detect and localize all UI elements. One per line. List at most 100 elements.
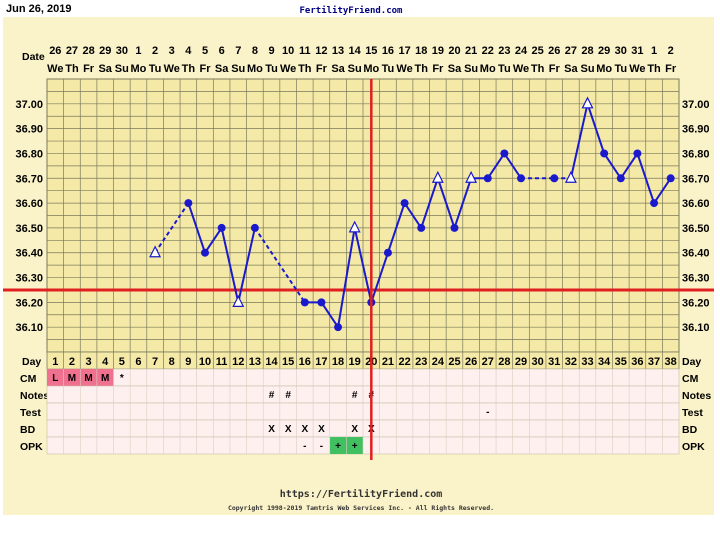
date-label: 15 bbox=[365, 45, 377, 57]
row-cell-value: X bbox=[268, 424, 275, 435]
cycle-day-label: 19 bbox=[349, 356, 361, 368]
temp-segment bbox=[436, 177, 456, 229]
weekday-label: Su bbox=[464, 63, 478, 75]
temp-segment bbox=[503, 152, 522, 179]
date-label: 30 bbox=[615, 45, 627, 57]
row-label-right: Test bbox=[682, 407, 703, 419]
weekday-label: Mo bbox=[363, 63, 379, 75]
weekday-label: Fr bbox=[200, 63, 212, 75]
date-label: 29 bbox=[598, 45, 610, 57]
cycle-day-label: 25 bbox=[448, 356, 460, 368]
y-tick-left: 36.10 bbox=[15, 322, 43, 334]
date-row-label: Date bbox=[22, 51, 45, 63]
date-label: 31 bbox=[631, 45, 643, 57]
weekday-label: Su bbox=[231, 63, 245, 75]
cycle-day-label: 9 bbox=[185, 356, 191, 368]
date-label: 1 bbox=[651, 45, 657, 57]
cycle-day-label: 15 bbox=[282, 356, 294, 368]
row-cell-value: M bbox=[68, 373, 76, 384]
weekday-label: Fr bbox=[665, 63, 677, 75]
row-cell-value: M bbox=[101, 373, 109, 384]
weekday-label: Mo bbox=[596, 63, 612, 75]
cycle-day-label: 21 bbox=[382, 356, 394, 368]
cycle-day-label: 4 bbox=[102, 356, 109, 368]
cycle-day-label: 5 bbox=[119, 356, 125, 368]
temp-segment bbox=[204, 227, 223, 254]
date-label: 10 bbox=[282, 45, 294, 57]
weekday-label: Th bbox=[647, 63, 661, 75]
row-cell-value: X bbox=[351, 424, 358, 435]
row-label-left: BD bbox=[20, 424, 36, 436]
cycle-day-label: 16 bbox=[299, 356, 311, 368]
highlight-cell bbox=[47, 369, 64, 386]
y-tick-left: 36.90 bbox=[15, 124, 43, 136]
footer-url: https://FertilityFriend.com bbox=[280, 488, 443, 500]
weekday-label: Th bbox=[182, 63, 196, 75]
cycle-day-label: 26 bbox=[465, 356, 477, 368]
weekday-label: Tu bbox=[614, 63, 627, 75]
weekday-label: Mo bbox=[480, 63, 496, 75]
y-tick-left: 36.40 bbox=[15, 248, 43, 260]
temp-point-open bbox=[581, 96, 594, 109]
weekday-label: Sa bbox=[448, 63, 462, 75]
temp-segment bbox=[187, 202, 206, 254]
date-label: 3 bbox=[169, 45, 175, 57]
footer-copyright: Copyright 1998-2019 Tamtris Web Services… bbox=[228, 504, 494, 512]
temp-segment bbox=[254, 227, 306, 303]
temp-segment bbox=[320, 301, 339, 328]
weekday-label: Th bbox=[531, 63, 545, 75]
weekday-label: Tu bbox=[149, 63, 162, 75]
weekday-label: Sa bbox=[331, 63, 345, 75]
date-label: 24 bbox=[515, 45, 528, 57]
temp-segment bbox=[420, 177, 439, 229]
weekday-label: We bbox=[280, 63, 296, 75]
highlight-cell bbox=[346, 437, 363, 454]
date-label: 29 bbox=[99, 45, 111, 57]
temp-segment bbox=[619, 152, 639, 179]
cycle-day-label: 23 bbox=[415, 356, 427, 368]
weekday-label: We bbox=[164, 63, 180, 75]
temp-segment bbox=[386, 202, 406, 254]
day-row-label-right: Day bbox=[682, 356, 701, 368]
y-tick-right: 36.90 bbox=[682, 124, 710, 136]
cycle-day-label: 35 bbox=[615, 356, 627, 368]
cycle-day-label: 22 bbox=[398, 356, 410, 368]
weekday-label: Th bbox=[65, 63, 79, 75]
cycle-day-label: 13 bbox=[249, 356, 261, 368]
temp-point bbox=[616, 174, 625, 183]
temp-segment bbox=[653, 177, 672, 204]
temp-segment bbox=[569, 103, 589, 179]
temp-point bbox=[317, 298, 326, 307]
weekday-label: We bbox=[629, 63, 645, 75]
temp-point bbox=[250, 223, 259, 232]
weekday-label: We bbox=[47, 63, 63, 75]
highlight-cell bbox=[329, 437, 347, 454]
cycle-day-label: 12 bbox=[232, 356, 244, 368]
temp-point bbox=[450, 223, 459, 232]
row-cell-value: # bbox=[285, 390, 291, 401]
row-label-left: Notes bbox=[20, 390, 49, 402]
weekday-label: We bbox=[396, 63, 412, 75]
weekday-label: Mo bbox=[247, 63, 263, 75]
date-label: 13 bbox=[332, 45, 344, 57]
date-label: 21 bbox=[465, 45, 477, 57]
temp-point bbox=[383, 248, 392, 257]
temp-point bbox=[400, 199, 409, 208]
weekday-label: Sa bbox=[215, 63, 229, 75]
weekday-label: Sa bbox=[564, 63, 578, 75]
weekday-label: Tu bbox=[498, 63, 511, 75]
cycle-day-label: 38 bbox=[665, 356, 677, 368]
date-label: 26 bbox=[49, 45, 61, 57]
row-label-right: CM bbox=[682, 373, 699, 385]
weekday-label: Su bbox=[115, 63, 129, 75]
row-cell-value: + bbox=[352, 441, 358, 452]
date-label: 1 bbox=[135, 45, 141, 57]
y-tick-right: 36.50 bbox=[682, 223, 710, 235]
y-tick-right: 36.60 bbox=[682, 198, 710, 210]
date-label: 11 bbox=[299, 45, 311, 57]
y-tick-right: 36.80 bbox=[682, 148, 710, 160]
date-label: 6 bbox=[219, 45, 225, 57]
temp-point bbox=[500, 149, 509, 158]
highlight-cell bbox=[63, 369, 81, 386]
date-label: 17 bbox=[398, 45, 410, 57]
